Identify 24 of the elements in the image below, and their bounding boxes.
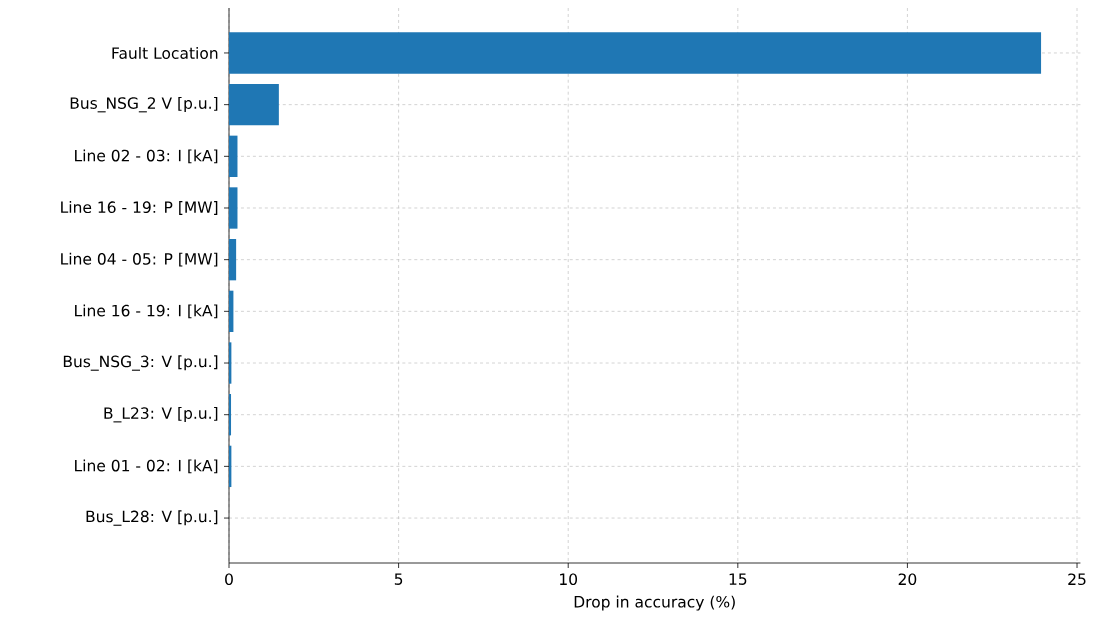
bar <box>229 394 232 436</box>
y-tick-label: Line 02 - 03: I [kA] <box>75 149 218 164</box>
x-tick-label: 15 <box>729 573 747 585</box>
x-tick-label: 10 <box>560 573 578 586</box>
bar <box>229 135 238 177</box>
bar <box>229 290 234 333</box>
x-tick-label: 20 <box>898 573 917 586</box>
bar <box>229 83 279 126</box>
y-tick-label: Bus_NSG_2 V [p.u.] <box>70 96 218 113</box>
x-tick-label: 25 <box>1068 573 1086 586</box>
bar <box>229 32 1042 74</box>
y-tick-label: Bus_L28: V [p.u.] <box>86 510 218 526</box>
x-tick-label: 5 <box>394 573 403 585</box>
y-tick-label: Line 16 - 19: I [kA] <box>75 304 218 319</box>
y-tick-label: Line 01 - 02: I [kA] <box>75 459 218 474</box>
bar <box>229 187 238 229</box>
y-tick-label: Bus_NSG_3: V [p.u.] <box>63 355 218 371</box>
bar <box>229 239 237 281</box>
x-tick-label: 0 <box>225 573 233 586</box>
y-tick-label: Fault Location <box>112 46 218 59</box>
y-tick-label: Line 04 - 05: P [MW] <box>61 252 218 267</box>
y-tick-label: B_L23: V [p.u.] <box>104 406 218 423</box>
y-tick-label: Line 16 - 19: P [MW] <box>61 201 218 215</box>
x-axis-title: Drop in accuracy (%) <box>574 595 735 611</box>
